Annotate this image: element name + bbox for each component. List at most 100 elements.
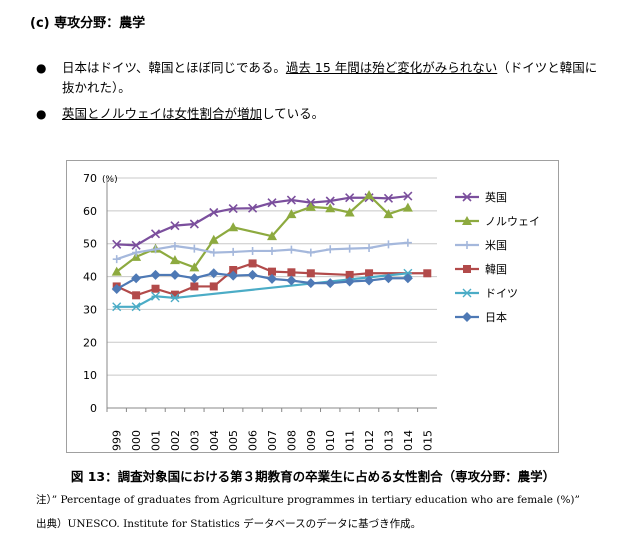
data-point	[325, 278, 336, 289]
figure-note: 注）” Percentage of graduates from Agricul…	[36, 494, 580, 506]
y-tick-label: 60	[83, 205, 97, 218]
data-point	[365, 269, 374, 278]
data-point	[286, 209, 297, 219]
bullet-item-1: ● 日本はドイツ、韓国とほぼ同じである。過去 15 年間は殆ど変化がみられない（…	[36, 58, 606, 98]
data-point	[190, 282, 199, 291]
x-tick-label: 2006	[247, 430, 260, 452]
y-tick-label: 50	[83, 238, 97, 251]
x-tick-label: 2007	[266, 430, 279, 452]
bullet-1-underlined: 過去 15 年間は殆ど変化がみられない	[285, 60, 498, 75]
series-line	[116, 241, 408, 261]
data-point	[247, 269, 258, 280]
data-point	[131, 240, 141, 250]
x-tick-label: 2014	[402, 430, 415, 452]
data-point	[111, 284, 122, 295]
legend-label: ノルウェイ	[485, 215, 540, 228]
data-point	[209, 248, 218, 257]
series-line	[116, 194, 409, 247]
legend-label: 米国	[485, 239, 507, 252]
bullet-2-after: している。	[262, 106, 325, 121]
y-tick-label: 30	[83, 303, 97, 316]
data-point	[248, 203, 258, 213]
chart-container: 0 10 20 30 40 50 60 70 (%) 1999 2000 2001 2002 2003 20…	[66, 160, 559, 453]
x-tick-label: 2001	[150, 430, 163, 452]
data-point	[208, 234, 219, 244]
x-tick-label: 2005	[227, 430, 240, 452]
data-point	[345, 244, 354, 253]
data-point	[287, 245, 296, 254]
series-line	[116, 272, 408, 291]
y-tick-label: 10	[83, 369, 97, 382]
data-point	[403, 191, 413, 201]
data-point	[462, 312, 472, 322]
y-axis-unit: (%)	[102, 175, 118, 185]
bullet-2-underlined: 英国とノルウェイは女性割合が増加	[62, 106, 263, 121]
data-point	[170, 242, 179, 251]
data-point	[306, 269, 315, 278]
bullet-1-text: 日本はドイツ、韓国とほぼ同じである。	[62, 60, 286, 75]
x-tick-label: 2002	[169, 430, 182, 452]
y-tick-label: 70	[83, 172, 97, 185]
data-point	[462, 288, 472, 298]
data-point	[151, 284, 160, 293]
data-point	[209, 207, 219, 218]
data-point	[112, 255, 121, 264]
data-point	[150, 229, 161, 239]
x-tick-label: 2015	[421, 430, 434, 452]
section-heading: (c) 専攻分野：農学	[30, 16, 146, 31]
data-point	[384, 240, 393, 249]
x-tick-label: 2010	[324, 430, 337, 452]
data-point	[151, 291, 161, 301]
data-point	[326, 245, 335, 254]
data-point	[267, 273, 277, 284]
legend-label: ドイツ	[485, 287, 518, 300]
data-point	[345, 193, 355, 203]
data-point	[228, 203, 238, 214]
x-tick-label: 2012	[363, 430, 376, 452]
data-point	[229, 247, 238, 256]
x-tick-label: 2013	[382, 430, 395, 452]
data-point	[365, 243, 374, 252]
data-point	[268, 267, 276, 276]
data-point	[248, 246, 257, 255]
data-point	[364, 275, 375, 286]
data-point	[423, 269, 432, 278]
data-point	[132, 248, 141, 257]
data-point	[131, 273, 142, 284]
data-point	[170, 221, 180, 231]
data-point	[462, 216, 472, 225]
data-point	[344, 207, 355, 217]
data-point	[325, 196, 335, 206]
data-point	[209, 282, 218, 291]
x-tick-label: 2009	[305, 430, 318, 452]
data-point	[287, 268, 296, 277]
data-point	[344, 276, 355, 287]
data-point	[229, 266, 238, 274]
x-tick-label: 2003	[188, 430, 201, 452]
figure-caption: 図 13：調査対象国における第３期教育の卒業生に占める女性割合（専攻分野：農学）	[70, 469, 556, 484]
data-point	[170, 293, 180, 303]
data-point	[383, 273, 394, 284]
line-chart: 0 10 20 30 40 50 60 70 (%) 1999 2000 2001 2002 2003 20…	[83, 172, 540, 452]
x-tick-label: 2011	[344, 430, 357, 452]
data-point	[463, 241, 471, 249]
data-point	[364, 190, 375, 200]
figure-source: 出典）UNESCO. Institute for Statistics データベ…	[36, 518, 422, 530]
data-point	[383, 209, 394, 219]
legend-label: 韓国	[485, 263, 507, 276]
data-point	[286, 275, 297, 286]
data-point	[112, 239, 122, 249]
data-point	[402, 202, 413, 212]
data-point	[132, 291, 141, 300]
y-tick-label: 20	[83, 336, 97, 349]
bullet-dot-icon: ●	[36, 107, 47, 121]
data-point	[345, 270, 354, 279]
data-point	[111, 266, 122, 276]
data-point	[267, 231, 277, 241]
data-point	[189, 262, 200, 272]
bullet-1-after: （ドイツと韓国に抜かれた）。	[62, 60, 598, 95]
data-point	[150, 269, 161, 280]
data-point	[228, 270, 239, 281]
x-tick-label: 2008	[285, 430, 298, 452]
y-tick-label: 40	[83, 271, 97, 284]
